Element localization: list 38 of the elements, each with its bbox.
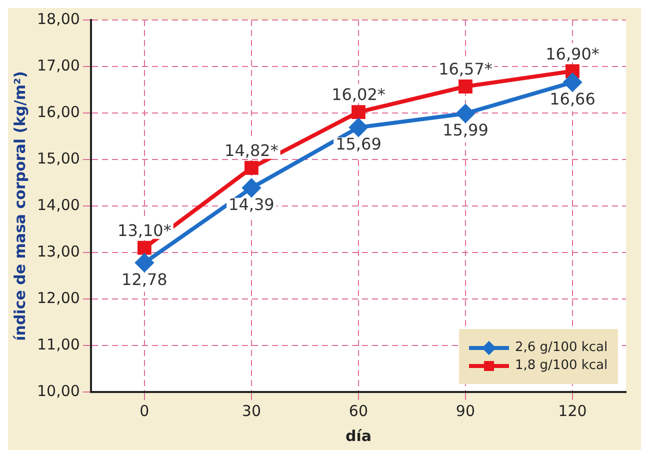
data-label: 15,99 xyxy=(442,120,488,140)
point xyxy=(244,160,258,175)
y-tick-label: 15,00 xyxy=(36,149,80,168)
data-label: 12,78 xyxy=(122,270,168,289)
data-label: 16,02* xyxy=(332,85,386,104)
y-tick-label: 12,00 xyxy=(36,288,80,307)
point xyxy=(349,118,368,136)
legend-label: 2,6 g/100 kcal xyxy=(515,340,608,355)
x-tick-label: 120 xyxy=(558,402,587,420)
data-label: 13,10* xyxy=(118,221,172,240)
point xyxy=(138,240,152,255)
y-tick-label: 17,00 xyxy=(36,56,80,74)
point xyxy=(242,178,260,197)
point xyxy=(135,254,154,272)
y-tick-label: 13,00 xyxy=(36,242,80,260)
data-label: 16,90* xyxy=(546,44,600,64)
legend-label: 1,8 g/100 kcal xyxy=(515,358,608,373)
point xyxy=(352,105,366,120)
y-tick-label: 10,00 xyxy=(36,382,80,400)
y-tick-label: 14,00 xyxy=(36,196,80,214)
y-tick-label: 18,00 xyxy=(36,10,80,28)
data-label: 14,39 xyxy=(228,195,274,214)
x-axis-title: día xyxy=(345,426,372,445)
point xyxy=(566,64,580,78)
x-tick-label: 30 xyxy=(242,402,262,420)
data-label: 15,69 xyxy=(336,134,382,154)
data-label: 16,57* xyxy=(438,60,492,79)
point xyxy=(563,73,582,92)
point xyxy=(458,80,472,94)
point xyxy=(456,104,474,122)
y-axis-title: índice de masa corporal (kg/m²) xyxy=(10,71,29,341)
x-tick-label: 60 xyxy=(348,402,368,420)
x-tick-label: 90 xyxy=(456,402,476,420)
x-tick-label: 0 xyxy=(140,402,150,420)
data-label: 16,66 xyxy=(550,89,596,108)
data-label: 14,82* xyxy=(224,141,278,160)
y-tick-label: 16,00 xyxy=(36,102,80,121)
y-tick-label: 11,00 xyxy=(36,335,80,354)
